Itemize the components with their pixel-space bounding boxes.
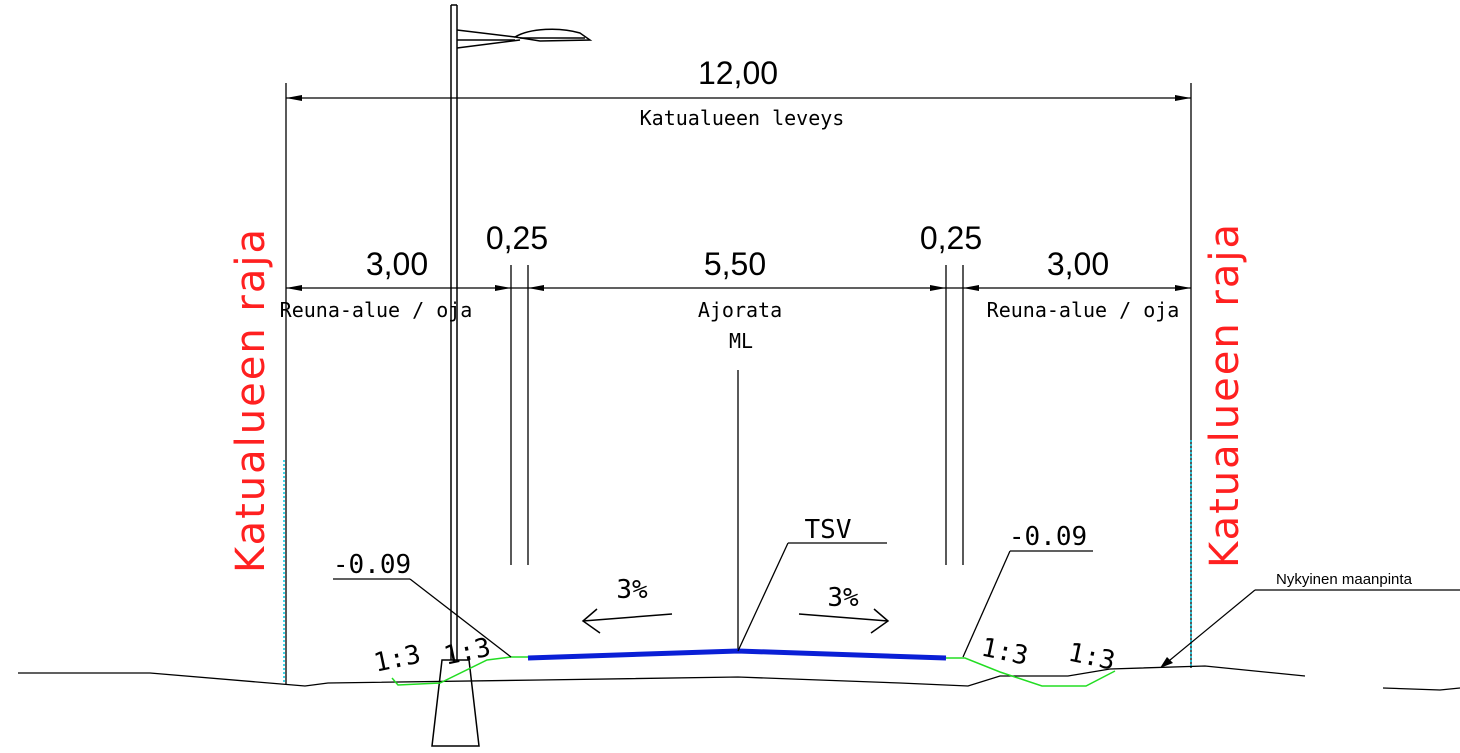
tsv-marker [738,543,887,651]
total-width-label: Katualueen leveys [640,106,845,130]
left-street-border: Katualueen raja [228,227,284,683]
right-street-border: Katualueen raja [1191,222,1248,668]
slope-ratio-1: 1:3 [371,640,423,679]
existing-ground-label: Nykyinen maanpinta [1276,571,1413,588]
total-width-value: 12,00 [698,55,778,91]
slope-ratio-2: 1:3 [441,633,493,672]
carriageway-label: Ajorata [698,298,782,322]
left-curb-width: 0,25 [486,220,548,256]
left-edge-width: 3,00 [366,246,428,282]
existing-ground-line [18,666,1460,690]
left-slope-label: 3% [616,575,648,605]
tsv-label: TSV [805,515,852,545]
left-slope-arrow [583,609,672,633]
slope-ratio-4: 1:3 [1066,638,1118,677]
left-edge-label: Reuna-alue / oja [280,298,473,322]
right-edge-width: 3,00 [1047,246,1109,282]
left-border-label: Katualueen raja [228,227,274,573]
pavement-surface [528,651,946,658]
centerline-label: ML [729,329,753,353]
right-level-label: -0.09 [1009,522,1087,552]
right-slope-label: 3% [827,583,859,613]
right-edge-label: Reuna-alue / oja [987,298,1180,322]
left-level-label: -0.09 [333,550,411,580]
carriageway-width: 5,50 [704,246,766,282]
right-border-label: Katualueen raja [1202,222,1248,568]
existing-ground-leader [1160,590,1460,668]
right-curb-width: 0,25 [920,220,982,256]
